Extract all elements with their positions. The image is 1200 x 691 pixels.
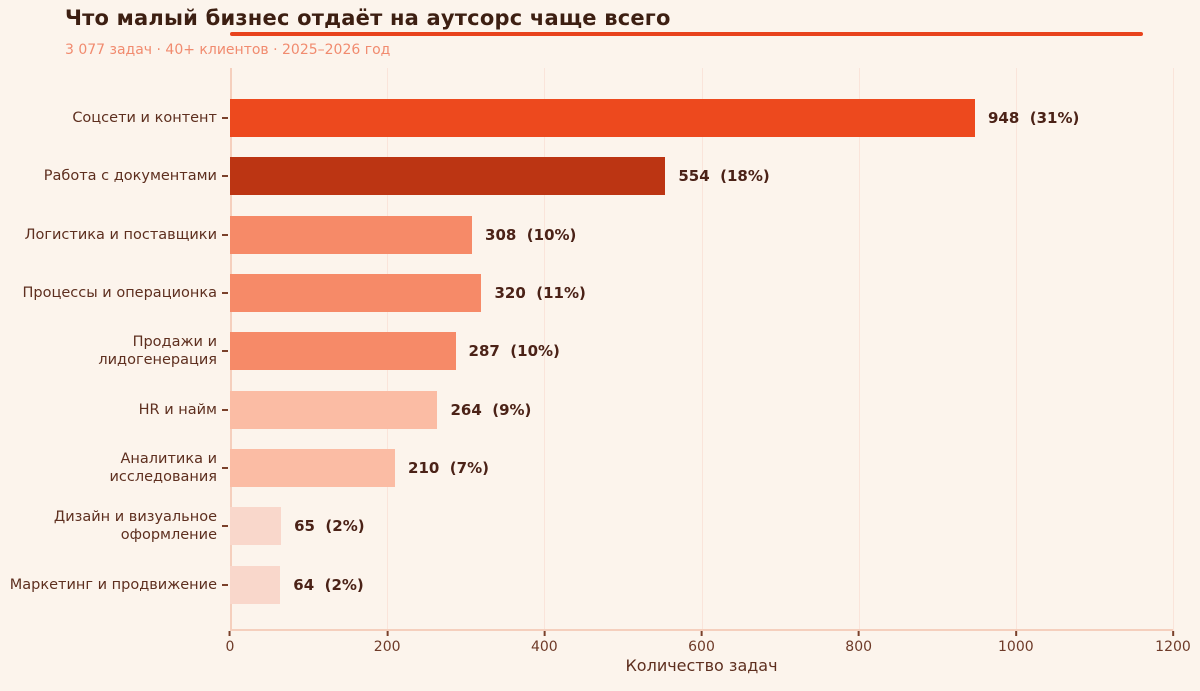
x-tick-label: 0 bbox=[225, 639, 235, 655]
gridline bbox=[544, 68, 546, 631]
x-tick-mark bbox=[857, 631, 860, 636]
bar bbox=[230, 274, 482, 313]
x-tick-mark bbox=[1014, 631, 1017, 636]
chart-row: 210 (7%) bbox=[230, 439, 1173, 497]
chart-row: 320 (11%) bbox=[230, 264, 1173, 322]
x-tick-label: 1200 bbox=[1155, 639, 1191, 655]
y-tick-mark bbox=[222, 467, 228, 470]
category-axis: Соцсети и контент Работа с документами Лог… bbox=[0, 89, 230, 614]
x-tick-mark bbox=[228, 631, 231, 636]
gridline bbox=[701, 68, 703, 631]
category-label: Логистика и поставщики bbox=[24, 226, 217, 243]
x-tick-label: 400 bbox=[530, 639, 558, 655]
bar-value-label: 308 (10%) bbox=[485, 225, 577, 244]
category-label: Соцсети и контент bbox=[72, 110, 217, 127]
gridline bbox=[858, 68, 860, 631]
category-row: Продажи и лидогенерация bbox=[0, 322, 230, 380]
bar bbox=[230, 215, 473, 254]
x-tick-label: 600 bbox=[688, 639, 715, 655]
y-tick-mark bbox=[222, 175, 228, 178]
bar bbox=[230, 507, 282, 546]
category-label: Маркетинг и продвижение bbox=[9, 576, 217, 593]
x-tick: 800 bbox=[845, 631, 872, 655]
y-tick-mark bbox=[222, 525, 228, 528]
category-row: Соцсети и контент bbox=[0, 89, 230, 147]
x-tick: 200 bbox=[374, 631, 401, 655]
chart-row: 554 (18%) bbox=[230, 147, 1173, 205]
category-row: Логистика и поставщики bbox=[0, 206, 230, 264]
chart-row: 65 (2%) bbox=[230, 497, 1173, 555]
x-axis-label: Количество задач bbox=[625, 656, 778, 675]
chart-row: 948 (31%) bbox=[230, 89, 1173, 147]
x-axis-ticks: 0 200 400 600 800 1000 1200 bbox=[226, 631, 1191, 673]
gridline bbox=[1015, 68, 1017, 631]
y-tick-mark bbox=[222, 350, 228, 353]
chart-row: 264 (9%) bbox=[230, 381, 1173, 439]
category-label: Продажи и лидогенерация bbox=[98, 334, 217, 369]
category-row: Дизайн и визуальное оформление bbox=[0, 497, 230, 555]
bar-value-label: 264 (9%) bbox=[450, 400, 532, 419]
bar bbox=[230, 449, 396, 488]
y-tick-mark bbox=[222, 583, 228, 586]
chart-subtitle: 3 077 задач · 40+ клиентов · 2025–2026 г… bbox=[65, 42, 391, 58]
bar-value-label: 948 (31%) bbox=[987, 109, 1080, 128]
bar bbox=[230, 565, 281, 604]
category-label: HR и найм bbox=[138, 401, 217, 418]
chart-row: 287 (10%) bbox=[230, 322, 1173, 380]
bar bbox=[230, 99, 975, 138]
bar bbox=[230, 332, 456, 371]
x-tick: 600 bbox=[688, 631, 715, 655]
y-tick-mark bbox=[222, 408, 228, 411]
x-tick-label: 1000 bbox=[998, 639, 1034, 655]
bar bbox=[230, 390, 438, 429]
bar-value-label: 64 (2%) bbox=[293, 575, 364, 594]
x-tick: 400 bbox=[531, 631, 558, 655]
title-accent-rule bbox=[230, 32, 1143, 36]
category-label: Процессы и операционка bbox=[22, 285, 217, 302]
category-row: Работа с документами bbox=[0, 147, 230, 205]
x-tick-mark bbox=[700, 631, 703, 636]
category-label: Дизайн и визуальное оформление bbox=[53, 509, 217, 544]
x-tick-mark bbox=[1171, 631, 1174, 636]
bar-value-label: 65 (2%) bbox=[294, 517, 365, 536]
x-tick: 0 bbox=[225, 631, 235, 655]
bar-value-label: 320 (11%) bbox=[494, 284, 586, 303]
bar-value-label: 210 (7%) bbox=[408, 459, 489, 478]
y-tick-mark bbox=[222, 292, 228, 295]
x-tick-mark bbox=[386, 631, 389, 636]
bar-value-label: 554 (18%) bbox=[678, 167, 770, 186]
x-tick: 1000 bbox=[998, 631, 1034, 655]
x-tick-mark bbox=[543, 631, 546, 636]
category-row: Маркетинг и продвижение bbox=[0, 556, 230, 614]
category-label: Аналитика и исследования bbox=[109, 451, 217, 486]
bar-value-label: 287 (10%) bbox=[468, 342, 560, 361]
plot-area: 948 (31%) 554 (18%) 308 (10%) 320 (11%) 287 … bbox=[230, 68, 1174, 631]
category-row: Аналитика и исследования bbox=[0, 439, 230, 497]
chart-row: 64 (2%) bbox=[230, 556, 1173, 614]
chart-row: 308 (10%) bbox=[230, 206, 1173, 264]
x-tick-label: 200 bbox=[373, 639, 401, 655]
bars-layer: 948 (31%) 554 (18%) 308 (10%) 320 (11%) 287 … bbox=[230, 89, 1173, 614]
chart-title: Что малый бизнес отдаёт на аутсорс чаще … bbox=[65, 6, 671, 30]
x-axis-line bbox=[230, 629, 1173, 631]
y-tick-mark bbox=[222, 233, 228, 236]
bar bbox=[230, 157, 666, 196]
x-tick-label: 800 bbox=[845, 639, 873, 655]
category-label: Работа с документами bbox=[43, 168, 217, 185]
x-tick: 1200 bbox=[1155, 631, 1191, 655]
gridline bbox=[1173, 68, 1174, 631]
category-row: Процессы и операционка bbox=[0, 264, 230, 322]
y-tick-mark bbox=[222, 117, 228, 120]
category-row: HR и найм bbox=[0, 381, 230, 439]
